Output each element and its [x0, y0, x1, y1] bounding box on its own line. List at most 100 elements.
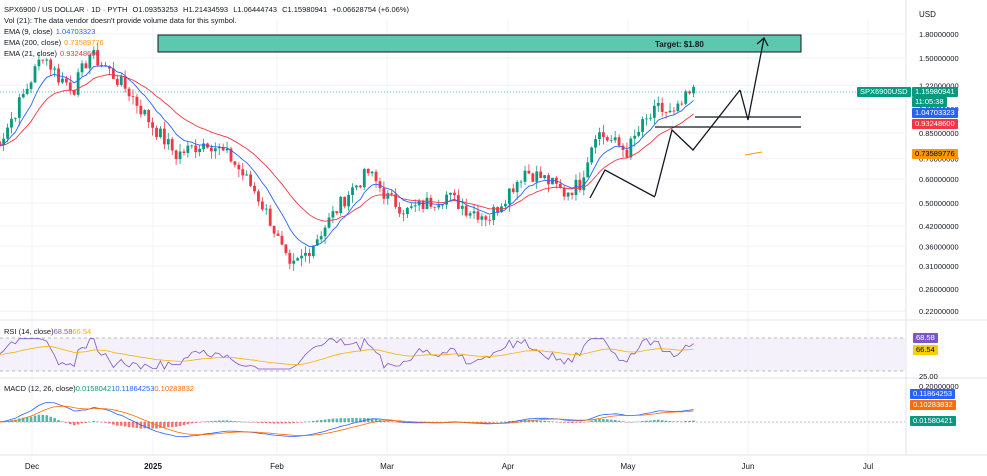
candle-body — [2, 138, 6, 145]
macd-histogram-bar — [633, 421, 637, 423]
candle-body — [574, 179, 578, 195]
macd-histogram-bar — [535, 420, 539, 422]
candle-body — [49, 59, 53, 70]
macd-histogram-bar — [280, 422, 284, 424]
candle-body — [488, 219, 492, 221]
candle-body — [656, 102, 660, 106]
macd-histogram-bar — [688, 420, 691, 422]
candle-body — [14, 117, 17, 119]
rsi-ma-tag: 66.54 — [913, 345, 938, 355]
candle-body — [25, 88, 29, 94]
candle-body — [692, 86, 695, 94]
candle-body — [590, 147, 594, 163]
candle-body — [586, 162, 590, 178]
candle-body — [202, 143, 205, 149]
macd-histogram-bar — [331, 418, 335, 422]
ema9-legend[interactable]: EMA (9, close) 1.04703323 — [4, 27, 96, 36]
candle-body — [527, 170, 531, 174]
candle-body — [605, 137, 609, 141]
macd-histogram-bar — [308, 421, 311, 422]
macd-legend[interactable]: MACD (12, 26, close)0.015804210.11864253… — [4, 384, 195, 393]
macd-histogram-bar — [57, 420, 60, 422]
time-tick-label: 2025 — [144, 462, 162, 471]
macd-histogram-bar — [586, 421, 590, 423]
candle-body — [437, 205, 441, 208]
currency-label: USD — [919, 10, 936, 19]
candle-body — [445, 194, 448, 205]
candle-body — [609, 140, 613, 142]
macd-histogram-bar — [347, 418, 350, 422]
macd-histogram-bar — [476, 422, 480, 423]
macd-histogram-bar — [210, 421, 213, 422]
candle-body — [335, 211, 339, 214]
rsi-legend[interactable]: RSI (14, close)68.5866.54 — [4, 327, 92, 336]
candle-body — [41, 59, 45, 61]
candle-body — [327, 217, 331, 228]
price-axis: 1.800000001.500000001.220000001.02000000… — [919, 30, 959, 316]
candle-body — [311, 245, 315, 257]
time-tick-label: Jun — [742, 462, 755, 471]
macd-histogram-bar — [496, 422, 499, 423]
candle-body — [308, 252, 311, 257]
candle-body — [664, 111, 668, 113]
macd-histogram-bar — [692, 420, 695, 422]
macd-histogram-bar — [578, 422, 582, 423]
macd-histogram-bar — [53, 418, 56, 422]
macd-histogram-bar — [519, 420, 523, 422]
macd-histogram-bar — [629, 422, 633, 423]
macd-histogram-bar — [488, 422, 492, 423]
candle-body — [558, 183, 562, 188]
time-tick-label: Dec — [25, 462, 39, 471]
macd-histogram-bar — [300, 422, 303, 423]
macd-histogram-bar — [127, 422, 131, 428]
rsi-axis-25: 25.00 — [919, 372, 938, 381]
candle-body — [178, 151, 182, 160]
projection-line — [739, 37, 765, 121]
candle-body — [64, 78, 68, 83]
target-box — [157, 34, 802, 53]
candle-body — [645, 118, 648, 120]
candle-body — [159, 128, 162, 138]
macd-histogram-bar — [221, 420, 225, 422]
price-tick-label: 0.85000000 — [919, 129, 959, 138]
macd-histogram-bar — [582, 422, 586, 423]
candle-body — [409, 206, 413, 208]
macd-histogram-bar — [480, 422, 484, 423]
macd-histogram-bar — [116, 422, 119, 426]
candle-body — [476, 211, 480, 220]
macd-histogram-bar — [668, 421, 672, 422]
price-tick-label: 0.22000000 — [919, 307, 959, 316]
macd-histogram-bar — [88, 421, 92, 423]
candle-body — [162, 128, 166, 145]
macd-histogram-bar — [233, 421, 237, 422]
ema21-price-tag: 0.93248600 — [912, 119, 958, 129]
macd-histogram-bar — [163, 422, 166, 428]
time-tick-label: May — [620, 462, 635, 471]
ema200-legend[interactable]: EMA (200, close) 0.73589776 — [4, 38, 104, 47]
ema9-price-tag: 1.04703323 — [912, 108, 958, 118]
candle-body — [331, 211, 335, 218]
candle-body — [170, 139, 174, 151]
projection-arrowhead — [756, 36, 769, 47]
macd-histogram-bar — [621, 421, 625, 422]
macd-histogram-bar — [18, 418, 21, 422]
macd-pane: 0.20000000 — [0, 382, 959, 438]
macd-histogram-bar — [292, 422, 296, 424]
macd-histogram-bar — [123, 422, 127, 427]
macd-histogram-bar — [641, 420, 644, 422]
candle-body — [633, 135, 637, 139]
signal-line — [0, 405, 694, 436]
candle-body — [84, 63, 88, 69]
macd-histogram-bar — [92, 420, 96, 422]
macd-histogram-bar — [508, 421, 511, 422]
candle-body — [468, 213, 472, 216]
candle-body — [515, 181, 519, 193]
time-tick-label: Feb — [270, 462, 284, 471]
price-tick-label: 0.26000000 — [919, 285, 959, 294]
candle-body — [115, 78, 119, 85]
macd-histogram-bar — [645, 420, 648, 422]
macd-histogram-bar — [257, 422, 260, 423]
ema21-legend[interactable]: EMA (21, close) 0.93248600 — [4, 49, 100, 58]
time-tick-label: Jul — [863, 462, 873, 471]
